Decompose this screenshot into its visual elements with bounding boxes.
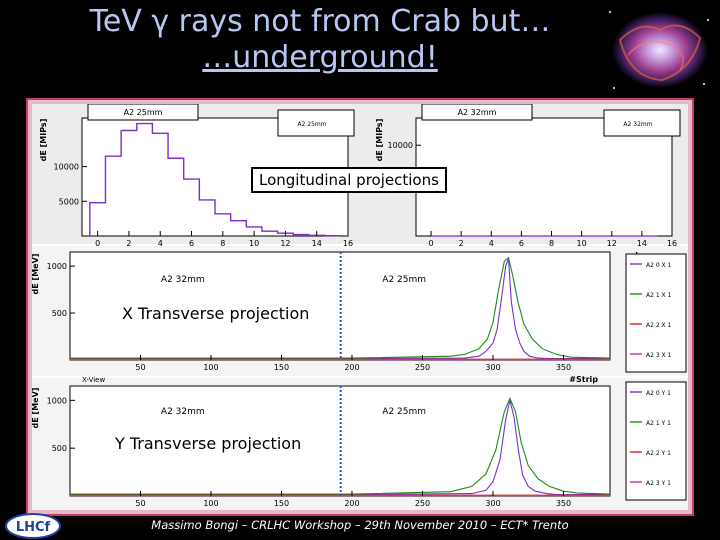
x-tick-label: 8 — [220, 239, 225, 248]
legend-box — [625, 253, 687, 373]
x-tick-label: 16 — [343, 239, 353, 248]
x-tick-label: 2 — [126, 239, 131, 248]
tower-annotation: A2 32mm — [161, 407, 205, 417]
x-tick-label: 350 — [556, 499, 571, 508]
x-tick-label: 300 — [485, 499, 500, 508]
title-line-1: TeV γ rays not from Crab but… — [89, 4, 551, 39]
plot-title: A2 32mm — [458, 108, 497, 117]
y-axis-label: dE [MIPs] — [375, 119, 384, 162]
legend-label: A2 3 Y 1 — [646, 480, 671, 487]
y-tick-label: 10000 — [54, 163, 79, 172]
x-tick-label: 4 — [489, 239, 494, 248]
tower-annotation: A2 32mm — [161, 275, 205, 285]
y-tick-label: 5000 — [59, 197, 79, 206]
y-tick-label: 10000 — [388, 141, 413, 150]
plot-title-box — [421, 103, 533, 121]
x-tick-label: 16 — [667, 239, 677, 248]
x-tick-label: 100 — [203, 363, 218, 372]
legend-label: A2 0 Y 1 — [646, 390, 671, 397]
series-line — [70, 400, 610, 496]
x-tick-label: 50 — [135, 363, 145, 372]
legend-label: A2 32mm — [623, 121, 652, 128]
x-tick-label: 6 — [519, 239, 524, 248]
x-tick-label: 12 — [280, 239, 290, 248]
x-axis-label: #Strip — [569, 375, 598, 384]
legend-label: A2 0 X 1 — [646, 262, 672, 269]
legend-box — [277, 109, 355, 137]
x-tick-label: 10 — [249, 239, 259, 248]
tower-annotation: A2 25mm — [382, 275, 426, 285]
x-tick-label: 200 — [344, 363, 359, 372]
slide-title: TeV γ rays not from Crab but… …undergrou… — [40, 4, 600, 76]
legend-label: A2 3 X 1 — [646, 352, 672, 359]
x-tick-label: 8 — [549, 239, 554, 248]
x-tick-label: 14 — [637, 239, 647, 248]
x-tick-label: 12 — [607, 239, 617, 248]
tower-annotation: A2 25mm — [382, 407, 426, 417]
legend-box — [603, 109, 681, 137]
x-tick-label: 250 — [415, 363, 430, 372]
x-tick-label: 6 — [189, 239, 194, 248]
series-line — [70, 256, 611, 359]
y-tick-label: 500 — [52, 309, 67, 318]
x-tick-label: 4 — [158, 239, 163, 248]
x-tick-label: 0 — [429, 239, 434, 248]
y-tick-label: 500 — [52, 444, 67, 453]
x-tick-label: 150 — [274, 499, 289, 508]
logo-text: LHCf — [16, 520, 51, 535]
series-line — [70, 396, 611, 495]
plot-title-box — [87, 103, 199, 121]
legend-label: A2 1 Y 1 — [646, 420, 671, 427]
y-axis-label: dE [MeV] — [32, 388, 40, 429]
histogram-series — [89, 122, 341, 237]
x-tick-label: 50 — [135, 499, 145, 508]
y-tick-label: 1000 — [47, 396, 67, 405]
legend-box — [625, 381, 687, 501]
legend-label: A2 2 X 1 — [646, 322, 672, 329]
x-tick-label: 250 — [415, 499, 430, 508]
legend-label: A2 25mm — [297, 121, 326, 128]
view-label: X-View — [82, 376, 105, 384]
y-transverse-callout: Y Transverse projection — [115, 434, 302, 453]
series-line — [70, 258, 610, 360]
x-tick-label: 10 — [577, 239, 587, 248]
y-tick-label: 1000 — [47, 262, 67, 271]
slide-footer: Massimo Bongi – CRLHC Workshop – 29th No… — [151, 518, 569, 532]
legend-label: A2 1 X 1 — [646, 292, 672, 299]
plot-title: A2 25mm — [124, 108, 163, 117]
plot-frame — [415, 117, 673, 237]
y-axis-label: dE [MeV] — [32, 254, 40, 295]
plot-frame — [69, 385, 611, 497]
x-tick-label: 150 — [274, 363, 289, 372]
x-tick-label: 100 — [203, 499, 218, 508]
x-tick-label: 14 — [312, 239, 322, 248]
x-tick-label: 2 — [459, 239, 464, 248]
x-tick-label: 200 — [344, 499, 359, 508]
longitudinal-callout: Longitudinal projections — [251, 167, 447, 193]
x-transverse-callout: X Transverse projection — [122, 304, 310, 323]
x-tick-label: 0 — [95, 239, 100, 248]
y-axis-label: dE [MIPs] — [39, 119, 48, 162]
lhcf-logo: LHCf — [5, 513, 61, 539]
x-tick-label: 350 — [556, 363, 571, 372]
legend-label: A2 2 Y 1 — [646, 450, 671, 457]
crab-nebula-image — [600, 0, 720, 100]
x-tick-label: 300 — [485, 363, 500, 372]
title-line-2: …underground! — [202, 40, 438, 75]
